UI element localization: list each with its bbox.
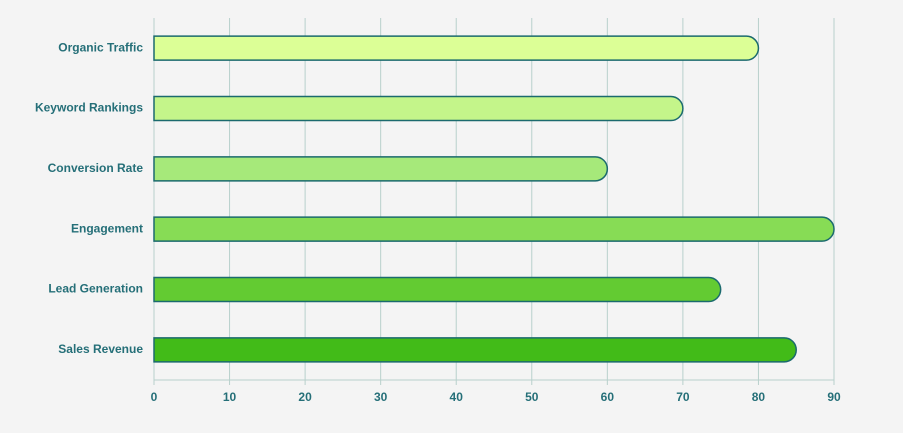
bar (153, 95, 684, 122)
x-tick-label: 90 (827, 390, 841, 404)
x-tick-label: 60 (601, 390, 615, 404)
x-tick-label: 80 (752, 390, 766, 404)
x-tick-label: 10 (223, 390, 237, 404)
y-tick-label: Keyword Rankings (35, 101, 143, 115)
y-tick-label: Lead Generation (48, 282, 143, 296)
x-tick-label: 20 (298, 390, 312, 404)
bar (153, 276, 722, 303)
x-tick-label: 0 (151, 390, 158, 404)
bar (153, 216, 835, 242)
x-tick-label: 40 (450, 390, 464, 404)
y-tick-label: Conversion Rate (48, 161, 144, 175)
y-tick-label: Sales Revenue (58, 342, 143, 356)
x-tick-label: 70 (676, 390, 690, 404)
x-tick-label: 50 (525, 390, 539, 404)
bar (153, 337, 797, 363)
x-tick-label: 30 (374, 390, 388, 404)
bar (153, 156, 609, 182)
y-tick-label: Organic Traffic (58, 40, 143, 54)
bar (153, 35, 760, 61)
y-tick-label: Engagement (71, 221, 143, 235)
